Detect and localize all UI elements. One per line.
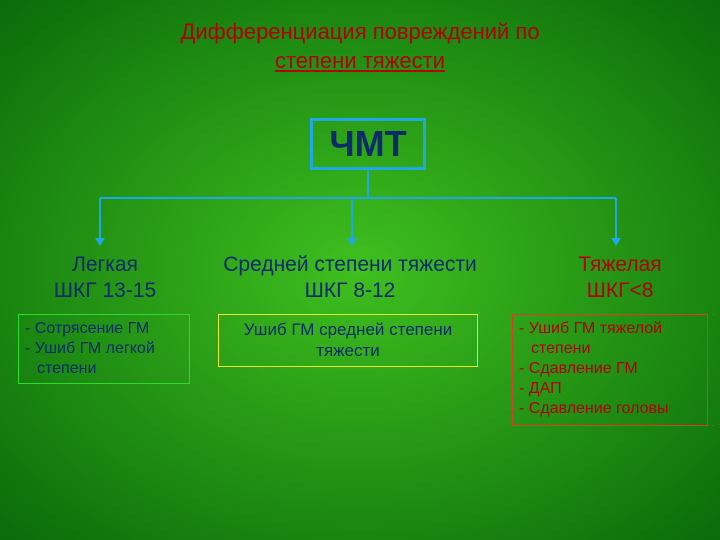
branch-mild-l1: Легкая [72, 253, 138, 276]
branch-heading-severe: Тяжелая ШКГ<8 [540, 252, 700, 305]
detail-line: - Ушиб ГМ тяжелой [519, 319, 701, 339]
branch-severe-l1: Тяжелая [578, 253, 661, 276]
detail-line: - Сдавление ГМ [519, 359, 701, 379]
branch-moderate-l2: ШКГ 8-12 [305, 279, 396, 302]
page-title: Дифференциация повреждений по степени тя… [0, 18, 720, 75]
branch-heading-moderate: Средней степени тяжести ШКГ 8-12 [200, 252, 500, 305]
title-line1: Дифференциация повреждений по [0, 18, 720, 47]
detail-line: - ДАП [519, 379, 701, 399]
detail-line: степени [25, 359, 183, 379]
branch-heading-mild: Легкая ШКГ 13-15 [30, 252, 180, 305]
detail-line: - Сдавление головы [519, 399, 701, 419]
title-line2: степени тяжести [0, 47, 720, 76]
detail-line: - Сотрясение ГМ [25, 319, 183, 339]
root-label: ЧМТ [329, 123, 406, 164]
detail-line: Ушиб ГМ средней степени [225, 319, 471, 340]
branch-moderate-l1: Средней степени тяжести [223, 253, 477, 276]
detail-line: степени [519, 339, 701, 359]
detail-box-moderate: Ушиб ГМ средней степенитяжести [218, 314, 478, 367]
detail-line: тяжести [225, 340, 471, 361]
branch-severe-l2: ШКГ<8 [587, 279, 654, 302]
root-node: ЧМТ [310, 118, 426, 170]
detail-line: - Ушиб ГМ легкой [25, 339, 183, 359]
detail-box-mild: - Сотрясение ГМ- Ушиб ГМ легкой степени [18, 314, 190, 384]
detail-box-severe: - Ушиб ГМ тяжелой степени- Сдавление ГМ-… [512, 314, 708, 426]
branch-mild-l2: ШКГ 13-15 [54, 279, 156, 302]
diagram: Дифференциация повреждений по степени тя… [0, 0, 720, 540]
